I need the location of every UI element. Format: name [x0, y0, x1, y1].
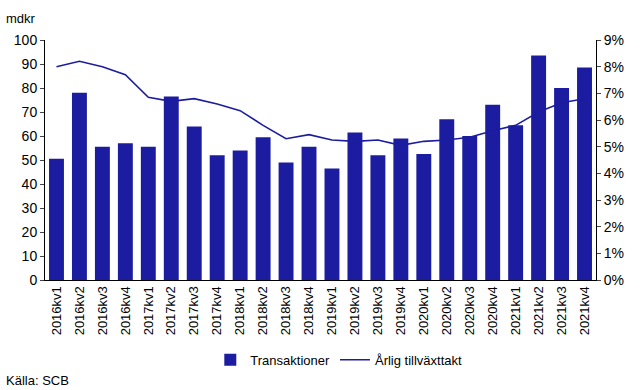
svg-text:2020kv4: 2020kv4 — [485, 286, 500, 335]
svg-text:90: 90 — [22, 56, 38, 72]
svg-text:50: 50 — [22, 152, 38, 168]
svg-text:2021kv1: 2021kv1 — [508, 286, 523, 335]
svg-text:20: 20 — [22, 224, 38, 240]
svg-text:5%: 5% — [604, 139, 624, 155]
svg-text:8%: 8% — [604, 59, 624, 75]
svg-text:40: 40 — [22, 176, 38, 192]
svg-text:2021kv3: 2021kv3 — [554, 286, 569, 335]
svg-text:2018kv2: 2018kv2 — [255, 286, 270, 335]
svg-text:2019kv3: 2019kv3 — [370, 286, 385, 335]
svg-text:2019kv1: 2019kv1 — [324, 286, 339, 335]
svg-text:70: 70 — [22, 104, 38, 120]
svg-text:2016kv3: 2016kv3 — [95, 286, 110, 335]
svg-text:2016kv1: 2016kv1 — [49, 286, 64, 335]
svg-text:0%: 0% — [604, 272, 624, 288]
svg-text:Transaktioner: Transaktioner — [250, 353, 330, 368]
svg-text:7%: 7% — [604, 85, 624, 101]
svg-text:2%: 2% — [604, 219, 624, 235]
svg-text:mdkr: mdkr — [6, 11, 36, 26]
svg-text:9%: 9% — [604, 32, 624, 48]
svg-text:1%: 1% — [604, 245, 624, 261]
svg-text:60: 60 — [22, 128, 38, 144]
svg-text:2017kv3: 2017kv3 — [186, 286, 201, 335]
svg-text:Källa: SCB: Källa: SCB — [6, 373, 69, 388]
svg-text:0: 0 — [29, 272, 37, 288]
svg-text:2020kv3: 2020kv3 — [462, 286, 477, 335]
svg-text:6%: 6% — [604, 112, 624, 128]
svg-text:2017kv1: 2017kv1 — [141, 286, 156, 335]
svg-text:80: 80 — [22, 80, 38, 96]
svg-text:30: 30 — [22, 200, 38, 216]
svg-text:4%: 4% — [604, 165, 624, 181]
svg-text:2019kv2: 2019kv2 — [347, 286, 362, 335]
svg-text:3%: 3% — [604, 192, 624, 208]
svg-text:2016kv4: 2016kv4 — [118, 286, 133, 335]
svg-text:10: 10 — [22, 248, 38, 264]
svg-text:2020kv1: 2020kv1 — [416, 286, 431, 335]
svg-text:Årlig tillväxttakt: Årlig tillväxttakt — [375, 353, 462, 368]
svg-text:2017kv4: 2017kv4 — [209, 286, 224, 335]
svg-text:2021kv2: 2021kv2 — [531, 286, 546, 335]
svg-text:2017kv2: 2017kv2 — [163, 286, 178, 335]
svg-text:2018kv3: 2018kv3 — [278, 286, 293, 335]
svg-text:2018kv4: 2018kv4 — [301, 286, 316, 335]
svg-text:2018kv1: 2018kv1 — [232, 286, 247, 335]
svg-text:2021kv4: 2021kv4 — [577, 286, 592, 335]
svg-text:100: 100 — [14, 32, 38, 48]
svg-text:2019kv4: 2019kv4 — [393, 286, 408, 335]
svg-text:2020kv2: 2020kv2 — [439, 286, 454, 335]
svg-text:2016kv2: 2016kv2 — [72, 286, 87, 335]
